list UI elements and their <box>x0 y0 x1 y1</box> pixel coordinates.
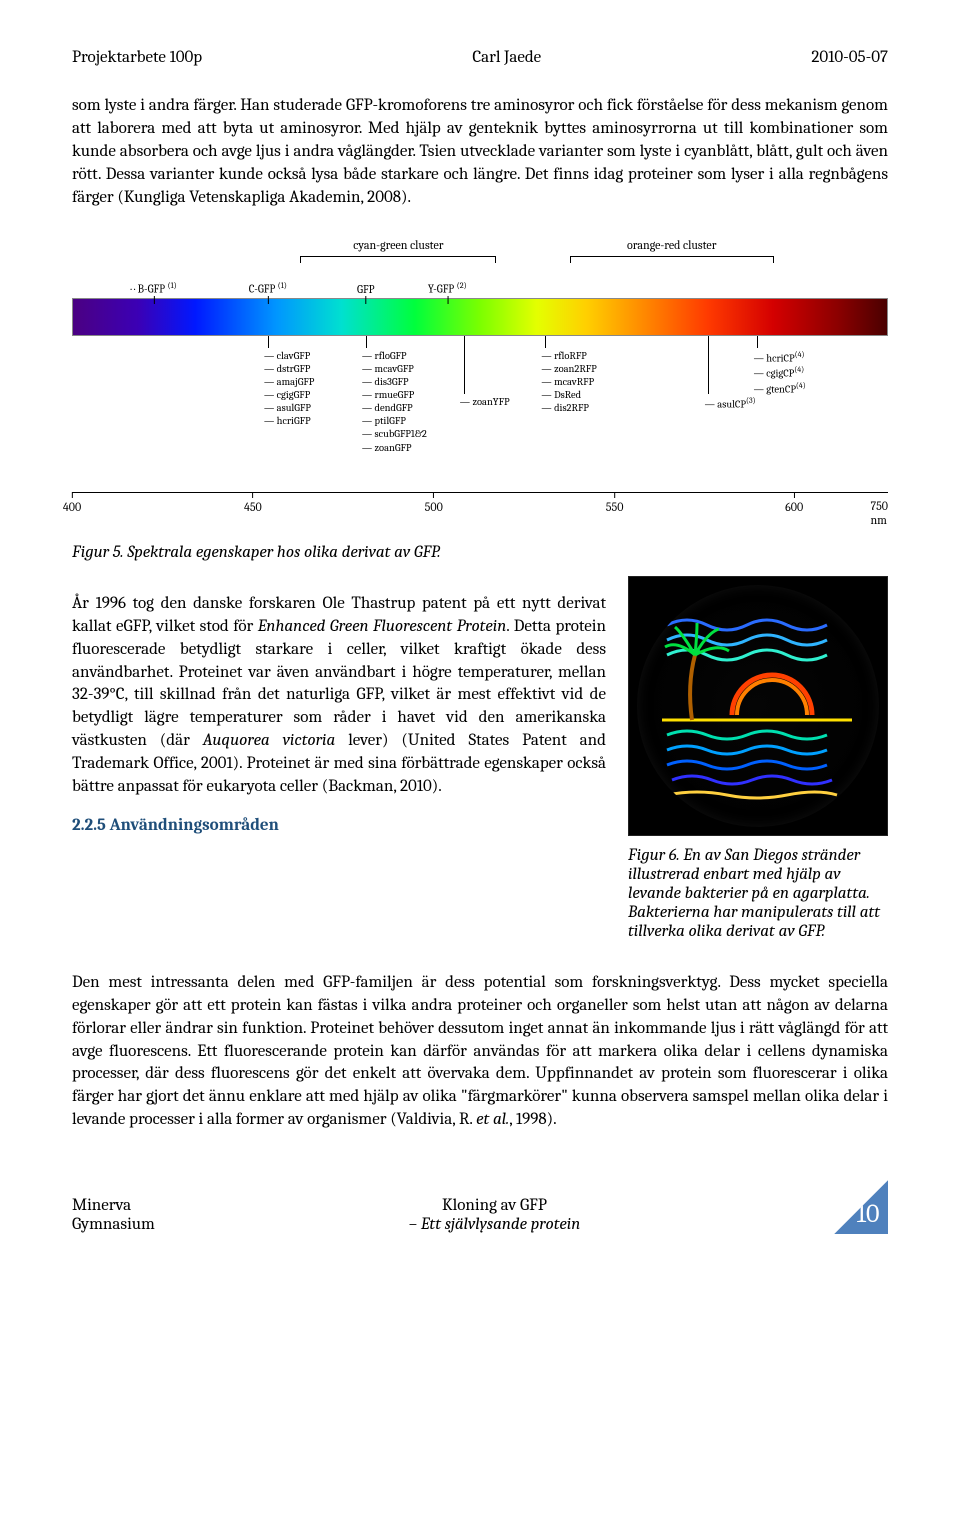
figure-6-petri-image <box>628 576 888 836</box>
page-footer: Minerva Gymnasium Kloning av GFP – Ett s… <box>72 1180 888 1234</box>
spectrum-top-label: GFP <box>357 283 374 296</box>
spectrum-top-label: · · B-GFP (1) <box>130 282 176 296</box>
header-right: 2010-05-07 <box>811 48 888 67</box>
cluster-label: orange-red cluster <box>570 238 774 252</box>
spectrum-gradient-bar <box>72 298 888 336</box>
page-header: Projektarbete 100p Carl Jaede 2010-05-07 <box>72 48 888 67</box>
page-number: 10 <box>834 1180 888 1234</box>
petri-illustration-icon <box>637 585 877 825</box>
axis-tick: 450 <box>244 492 262 514</box>
section-heading-225: 2.2.5 Användningsområden <box>72 816 606 835</box>
wavelength-axis: 400450500550600750nm <box>72 492 888 523</box>
footer-center: Kloning av GFP – Ett självlysande protei… <box>409 1196 581 1234</box>
figure-5-caption: Figur 5. Spektrala egenskaper hos olika … <box>72 543 888 562</box>
axis-tick: 400 <box>63 492 81 514</box>
paragraph-1: som lyste i andra färger. Han studerade … <box>72 95 888 210</box>
footer-left: Minerva Gymnasium <box>72 1196 155 1234</box>
header-left: Projektarbete 100p <box>72 48 202 67</box>
header-center: Carl Jaede <box>472 48 541 67</box>
figure-5-spectrum: cyan-green cluster orange-red cluster · ·… <box>72 238 888 523</box>
paragraph-3: Den mest intressanta delen med GFP-famil… <box>72 972 888 1133</box>
paragraph-2: År 1996 tog den danske forskaren Ole Tha… <box>72 593 606 799</box>
axis-tick: 550 <box>606 492 624 514</box>
axis-tick: 500 <box>425 492 443 514</box>
cluster-label: cyan-green cluster <box>300 238 496 252</box>
axis-tick: 600 <box>785 492 803 514</box>
spectrum-top-label: C-GFP (1) <box>249 282 287 296</box>
figure-6-caption: Figur 6. En av San Diegos stränder illus… <box>628 846 888 941</box>
axis-unit: 750nm <box>870 499 888 527</box>
spectrum-top-label: Y-GFP (2) <box>428 282 467 296</box>
